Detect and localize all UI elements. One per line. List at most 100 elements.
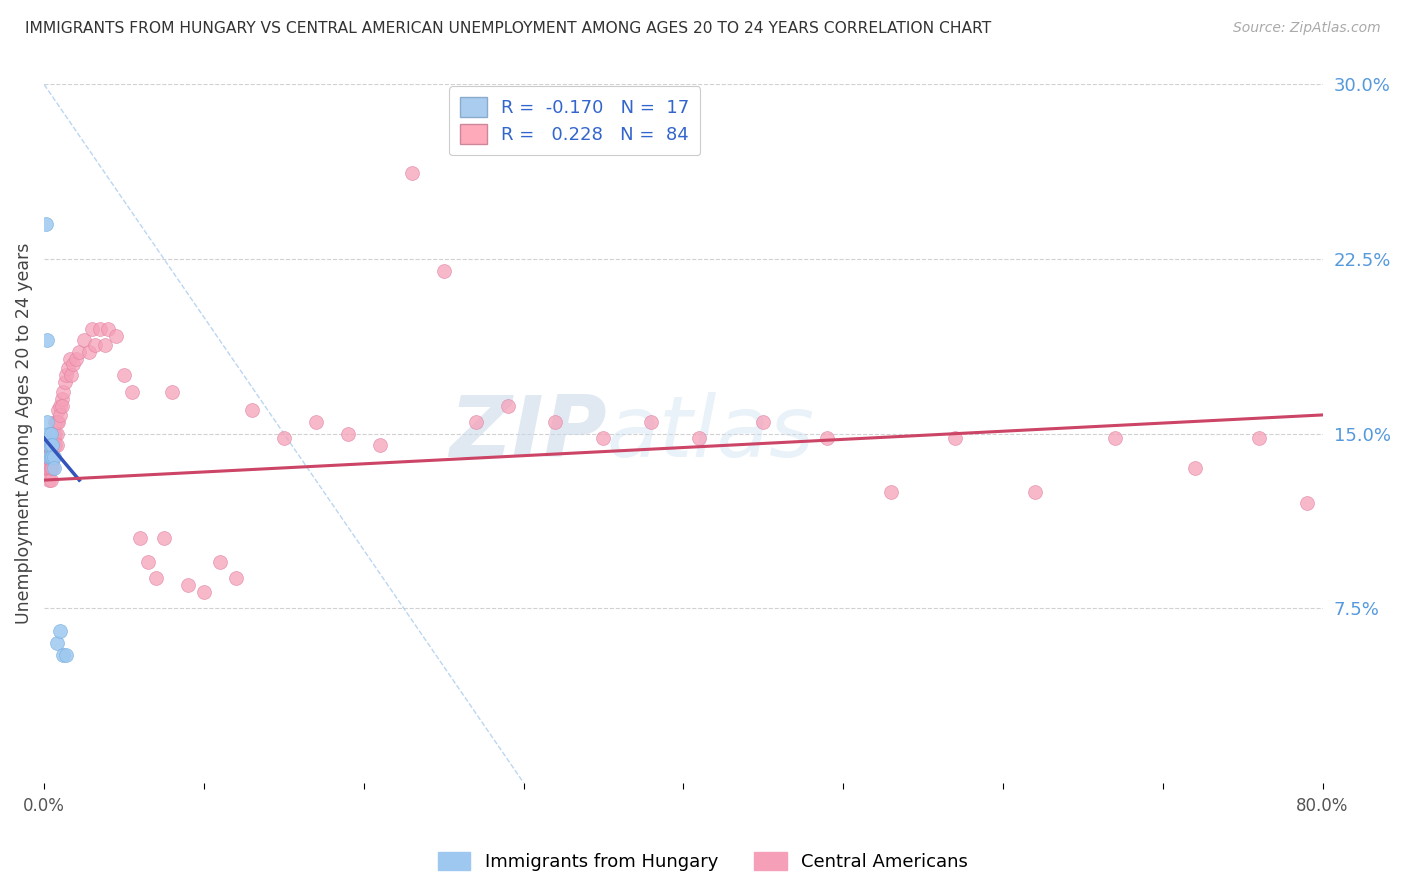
Point — [42, 431, 65, 445]
Point — [42, 450, 65, 464]
Point — [44, 415, 66, 429]
Legend: R =  -0.170   N =  17, R =   0.228   N =  84: R = -0.170 N = 17, R = 0.228 N = 84 — [449, 87, 700, 155]
Point — [240, 403, 263, 417]
Point — [464, 415, 486, 429]
Point — [44, 438, 66, 452]
Point — [45, 438, 67, 452]
Point — [80, 322, 103, 336]
Point — [1184, 461, 1206, 475]
Text: ZIP: ZIP — [449, 392, 606, 475]
Point — [35, 217, 58, 231]
Point — [60, 368, 83, 383]
Point — [273, 431, 295, 445]
Point — [39, 426, 62, 441]
Point — [1024, 484, 1046, 499]
Point — [35, 450, 58, 464]
Point — [943, 431, 966, 445]
Point — [35, 461, 58, 475]
Point — [592, 431, 614, 445]
Point — [52, 384, 75, 399]
Point — [121, 384, 143, 399]
Point — [37, 438, 59, 452]
Y-axis label: Unemployment Among Ages 20 to 24 years: Unemployment Among Ages 20 to 24 years — [15, 243, 32, 624]
Point — [49, 399, 72, 413]
Point — [1247, 431, 1270, 445]
Point — [39, 473, 62, 487]
Point — [305, 415, 328, 429]
Text: atlas: atlas — [606, 392, 814, 475]
Point — [48, 415, 70, 429]
Point — [55, 648, 77, 662]
Point — [42, 438, 65, 452]
Point — [688, 431, 710, 445]
Point — [53, 376, 76, 390]
Point — [49, 408, 72, 422]
Point — [41, 454, 63, 468]
Point — [752, 415, 775, 429]
Point — [97, 322, 120, 336]
Point — [880, 484, 903, 499]
Point — [640, 415, 662, 429]
Point — [544, 415, 567, 429]
Point — [136, 555, 159, 569]
Point — [41, 431, 63, 445]
Point — [38, 426, 60, 441]
Point — [496, 399, 519, 413]
Point — [49, 624, 72, 639]
Point — [37, 415, 59, 429]
Point — [41, 445, 63, 459]
Point — [56, 361, 79, 376]
Point — [38, 438, 60, 452]
Point — [42, 426, 65, 441]
Point — [84, 338, 107, 352]
Point — [39, 445, 62, 459]
Point — [42, 461, 65, 475]
Point — [51, 392, 73, 406]
Point — [433, 263, 456, 277]
Point — [67, 345, 90, 359]
Point — [225, 571, 247, 585]
Point — [38, 461, 60, 475]
Point — [177, 578, 200, 592]
Point — [37, 450, 59, 464]
Point — [41, 461, 63, 475]
Point — [77, 345, 100, 359]
Point — [368, 438, 391, 452]
Point — [38, 450, 60, 464]
Point — [62, 357, 84, 371]
Point — [59, 352, 82, 367]
Point — [65, 352, 87, 367]
Point — [336, 426, 359, 441]
Point — [45, 415, 67, 429]
Point — [815, 431, 838, 445]
Point — [39, 450, 62, 464]
Point — [39, 461, 62, 475]
Point — [153, 531, 176, 545]
Point — [1104, 431, 1126, 445]
Point — [160, 384, 183, 399]
Point — [45, 636, 67, 650]
Point — [39, 438, 62, 452]
Point — [145, 571, 167, 585]
Point — [45, 426, 67, 441]
Point — [112, 368, 135, 383]
Point — [37, 461, 59, 475]
Point — [52, 648, 75, 662]
Point — [51, 399, 73, 413]
Point — [1295, 496, 1317, 510]
Point — [208, 555, 231, 569]
Point — [39, 431, 62, 445]
Point — [41, 450, 63, 464]
Point — [89, 322, 111, 336]
Point — [129, 531, 152, 545]
Point — [41, 438, 63, 452]
Point — [41, 438, 63, 452]
Point — [94, 338, 117, 352]
Point — [105, 328, 128, 343]
Legend: Immigrants from Hungary, Central Americans: Immigrants from Hungary, Central America… — [430, 845, 976, 879]
Point — [39, 454, 62, 468]
Point — [55, 368, 77, 383]
Point — [401, 166, 423, 180]
Point — [38, 473, 60, 487]
Point — [37, 334, 59, 348]
